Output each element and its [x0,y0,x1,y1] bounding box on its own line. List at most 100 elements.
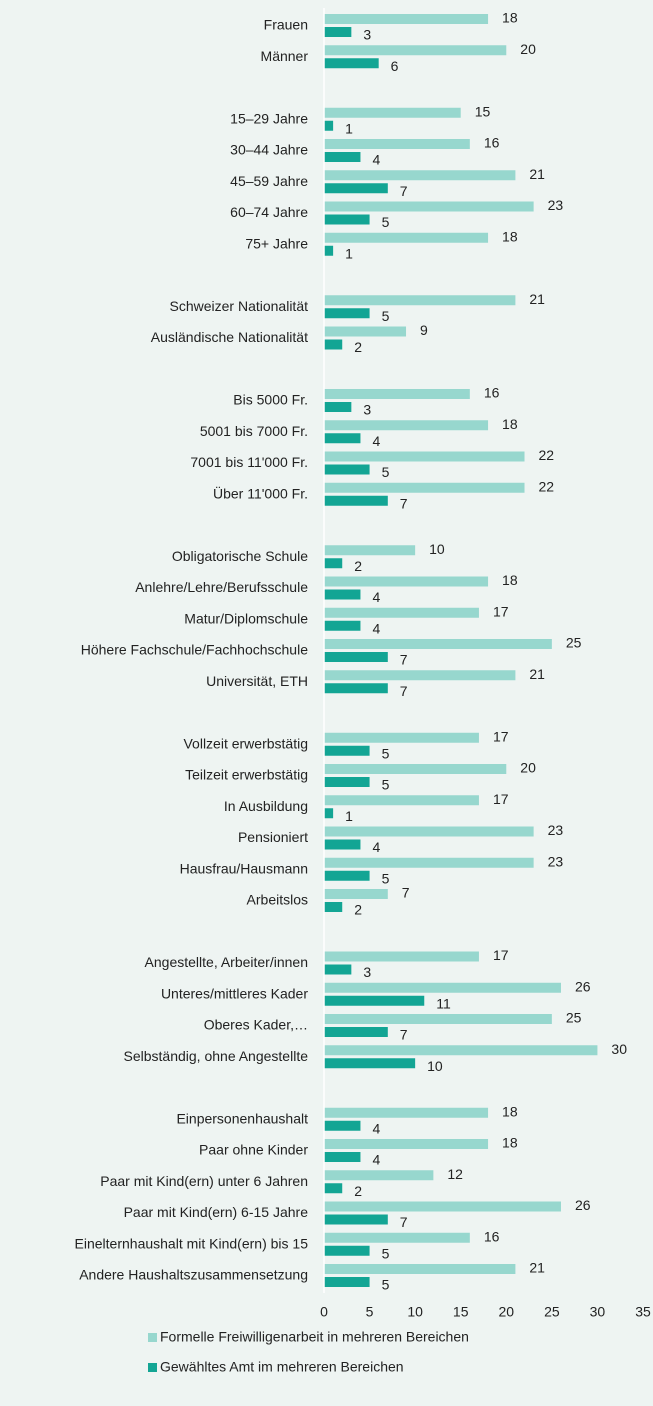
y-tick-label: 60–74 Jahre [230,204,308,220]
value-label: 16 [484,1228,500,1244]
value-label: 17 [493,791,509,807]
y-tick-label: Obligatorische Schule [172,548,308,564]
bar [324,777,370,787]
value-label: 11 [436,995,451,1011]
y-tick-label: In Ausbildung [224,798,308,814]
y-tick-label: Hausfrau/Hausmann [180,860,308,876]
value-label: 26 [575,1197,591,1213]
value-label: 25 [566,635,582,651]
value-label: 22 [539,478,555,494]
value-label: 9 [420,322,428,338]
value-label: 18 [502,228,518,244]
y-tick-label: Pensioniert [238,829,308,845]
y-tick-label: 7001 bis 11'000 Fr. [190,454,308,470]
bar [324,420,489,431]
bar [324,589,361,600]
value-label: 21 [529,1260,545,1276]
bar [324,764,507,774]
bar [324,107,461,118]
value-label: 18 [502,1135,518,1151]
y-tick-label: Paar ohne Kinder [199,1142,308,1158]
bar [324,857,534,868]
value-label: 25 [566,1010,582,1026]
value-label: 23 [548,853,564,869]
value-label: 5 [382,1245,390,1261]
value-label: 4 [372,1152,380,1168]
bar [324,58,379,69]
bar [324,1232,470,1243]
value-label: 22 [539,447,555,463]
y-tick-label: Bis 5000 Fr. [233,392,308,408]
value-label: 5 [382,870,390,886]
bar [324,308,370,319]
value-label: 4 [372,152,380,168]
value-label: 3 [363,402,371,418]
value-label: 6 [391,58,399,74]
bar [324,1139,489,1149]
y-tick-label: Frauen [264,17,308,33]
bar [324,745,370,756]
legend-swatch [148,1363,157,1372]
value-label: 23 [548,197,564,213]
x-tick-label: 10 [407,1304,423,1320]
bar [324,951,479,962]
bar [324,201,534,212]
y-tick-label: 15–29 Jahre [230,110,308,126]
y-tick-label: 45–59 Jahre [230,173,308,189]
value-label: 18 [502,10,518,26]
value-label: 1 [345,808,353,824]
bar [324,558,343,569]
value-label: 7 [400,1214,408,1230]
value-label: 3 [363,964,371,980]
y-tick-label: Angestellte, Arbeiter/innen [145,954,308,970]
bar [324,451,525,462]
value-label: 7 [402,885,410,901]
bar [324,1277,370,1287]
legend-label: Gewähltes Amt im mehreren Bereichen [160,1359,404,1375]
bar [324,389,470,399]
value-label: 2 [354,339,362,355]
bar [324,245,334,256]
y-tick-label: Einpersonenhaushalt [176,1110,308,1126]
y-tick-label: Einelternhaushalt mit Kind(ern) bis 15 [75,1235,309,1251]
bar [324,27,352,37]
bar [324,1045,598,1056]
bar [324,995,425,1006]
y-tick-label: Paar mit Kind(ern) 6-15 Jahre [124,1204,309,1220]
bar [324,545,416,556]
y-tick-label: 30–44 Jahre [230,142,308,158]
bar [324,839,361,850]
bar [324,1120,361,1131]
bar [324,1170,434,1181]
y-tick-label: Teilzeit erwerbstätig [185,767,308,783]
bar [324,1245,370,1256]
y-tick-label: 75+ Jahre [245,235,308,251]
value-label: 5 [382,214,390,230]
value-label: 3 [363,27,371,43]
value-label: 18 [502,1103,518,1119]
x-tick-label: 30 [590,1304,606,1320]
x-tick-label: 15 [453,1304,469,1320]
value-label: 10 [429,541,445,557]
value-label: 4 [372,589,380,605]
value-label: 20 [520,760,536,776]
value-label: 4 [372,1120,380,1136]
bar [324,1152,361,1162]
value-label: 18 [502,572,518,588]
bar [324,152,361,162]
value-label: 2 [354,902,362,918]
value-label: 16 [484,135,500,151]
bar [324,14,489,24]
value-label: 5 [382,464,390,480]
y-tick-label: Über 11'000 Fr. [213,484,308,501]
bar [324,1201,561,1212]
x-tick-label: 35 [635,1304,651,1320]
y-tick-label: Andere Haushaltszusammensetzung [79,1267,308,1283]
bar [324,170,516,181]
y-tick-label: Universität, ETH [206,673,308,689]
value-label: 23 [548,822,564,838]
legend-swatch [148,1333,157,1342]
bar [324,464,370,475]
y-tick-label: Männer [261,48,309,64]
bar [324,795,479,806]
